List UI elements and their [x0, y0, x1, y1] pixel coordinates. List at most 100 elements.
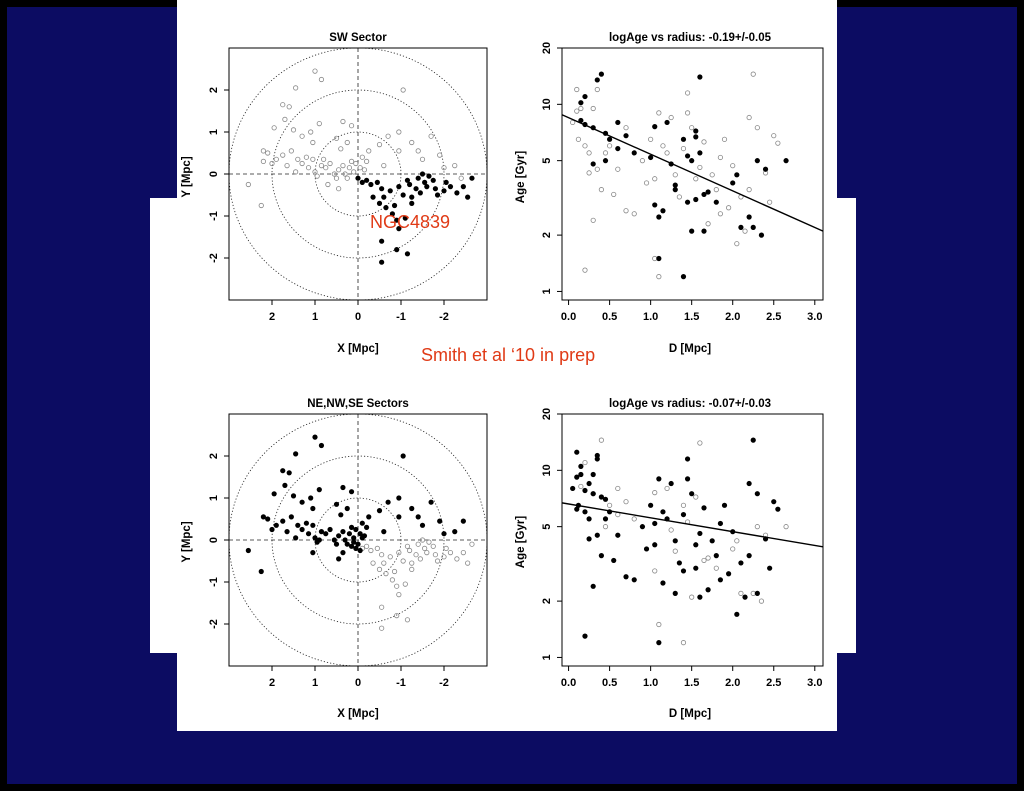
data-point-open: [406, 547, 413, 554]
data-point-open: [574, 86, 580, 93]
y-tick-label: 1: [541, 654, 553, 660]
data-point-open: [689, 594, 695, 600]
data-point-filled: [396, 514, 402, 520]
data-point-filled: [396, 184, 402, 190]
data-point-open: [652, 490, 658, 496]
data-point-open: [273, 156, 279, 162]
data-point-filled: [680, 136, 687, 142]
data-point-filled: [771, 499, 777, 505]
y-axis-label: Y [Mpc]: [181, 521, 193, 562]
data-point-filled: [409, 194, 415, 200]
data-point-open: [290, 127, 297, 133]
x-tick-label: 2: [269, 311, 275, 323]
plot-area: [229, 48, 487, 300]
plot-logage-sw: logAge vs radius: -0.19+/-0.05 D [Mpc] A…: [515, 32, 824, 355]
data-point-open: [767, 199, 773, 205]
data-point-filled: [327, 526, 333, 533]
data-point-filled: [441, 188, 447, 194]
data-point-filled: [652, 520, 658, 527]
x-tick-label: 0.5: [602, 677, 617, 689]
data-point-filled: [318, 442, 325, 449]
data-point-filled: [357, 531, 363, 537]
y-tick-label: -2: [208, 253, 220, 263]
data-point-open: [336, 186, 342, 192]
data-point-open: [396, 549, 402, 556]
data-point-open: [701, 139, 707, 145]
data-point-filled: [271, 491, 277, 497]
x-tick-label: 3.0: [807, 677, 822, 689]
data-point-filled: [684, 199, 691, 205]
data-point-filled: [308, 495, 314, 501]
data-point-open: [615, 485, 621, 492]
data-point-filled: [434, 192, 441, 198]
data-point-open: [726, 205, 732, 211]
data-point-open: [746, 187, 752, 193]
data-point-open: [260, 158, 266, 164]
data-point-open: [656, 110, 662, 116]
data-point-filled: [713, 199, 719, 205]
data-point-open: [771, 133, 777, 139]
x-tick-label: 0.5: [602, 311, 617, 323]
data-point-open: [310, 156, 316, 162]
data-point-open: [578, 105, 584, 112]
data-point-filled: [693, 128, 699, 134]
data-point-open: [318, 76, 325, 83]
x-tick-label: 1.5: [684, 311, 699, 323]
plot-title: logAge vs radius: -0.07+/-0.03: [609, 398, 771, 410]
data-point-filled: [299, 526, 305, 533]
data-point-filled: [586, 536, 592, 542]
data-point-filled: [344, 505, 350, 512]
data-point-filled: [364, 177, 370, 183]
data-point-filled: [316, 537, 322, 543]
data-point-filled: [402, 215, 408, 221]
data-point-open: [299, 160, 305, 167]
data-point-open: [582, 143, 588, 149]
data-point-filled: [310, 522, 316, 528]
data-point-open: [379, 625, 385, 631]
data-point-filled: [643, 546, 650, 552]
data-point-filled: [590, 491, 596, 497]
data-point-filled: [656, 214, 662, 220]
x-tick-label: -2: [439, 677, 449, 689]
data-point-open: [469, 541, 475, 547]
data-point-filled: [660, 509, 666, 515]
data-point-filled: [316, 487, 322, 493]
data-point-open: [368, 547, 374, 554]
data-point-filled: [357, 547, 363, 554]
data-point-open: [336, 167, 342, 173]
data-point-filled: [574, 506, 580, 512]
data-point-open: [419, 156, 426, 162]
data-point-filled: [680, 274, 687, 280]
data-point-filled: [286, 470, 292, 476]
data-point-open: [660, 143, 666, 149]
data-point-open: [643, 180, 650, 186]
data-point-open: [441, 554, 447, 560]
data-point-filled: [672, 182, 678, 188]
y-axis-label: Age [Gyr]: [515, 151, 527, 204]
data-point-open: [441, 165, 447, 171]
data-point-filled: [447, 184, 454, 190]
data-point-filled: [409, 505, 415, 512]
x-axis-label: X [Mpc]: [337, 343, 379, 355]
data-point-filled: [389, 211, 395, 217]
x-tick-label: 2.5: [766, 677, 781, 689]
data-point-filled: [598, 494, 604, 500]
data-point-open: [245, 181, 251, 188]
data-point-open: [417, 556, 423, 562]
data-point-filled: [615, 532, 621, 538]
data-point-filled: [758, 232, 765, 238]
data-point-filled: [746, 480, 752, 487]
data-point-open: [697, 164, 703, 171]
x-tick-label: 1.5: [684, 677, 699, 689]
y-tick-label: 20: [541, 42, 553, 54]
data-point-filled: [648, 502, 654, 508]
x-tick-label: -1: [396, 311, 406, 323]
data-point-open: [348, 123, 355, 129]
data-point-open: [586, 170, 592, 176]
data-point-filled: [430, 177, 436, 183]
data-point-open: [271, 125, 277, 131]
data-point-filled: [407, 181, 413, 188]
data-point-filled: [428, 499, 434, 505]
data-point-open: [738, 590, 744, 596]
data-point-open: [598, 187, 604, 193]
